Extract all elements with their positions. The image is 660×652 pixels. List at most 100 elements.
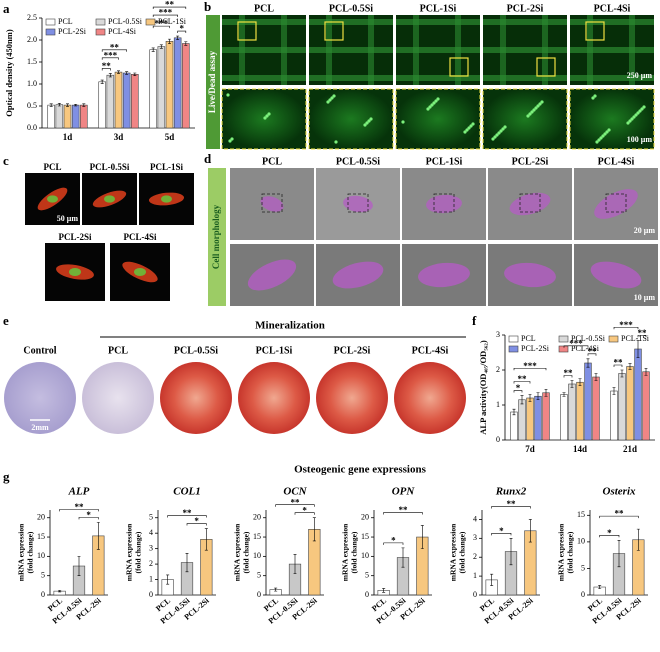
significance-label: *: [86, 510, 91, 520]
y-tick-label: 0.5: [27, 101, 37, 110]
dish-label: PCL-4Si: [412, 345, 449, 356]
cell-dot: [599, 136, 603, 140]
significance-bracket: [383, 542, 404, 545]
chart-title: Runx2: [495, 486, 527, 498]
error-bar: [420, 525, 424, 549]
micrograph: [482, 88, 568, 150]
cell-dot: [538, 102, 542, 106]
x-tick-label: 1d: [63, 132, 73, 142]
significance-label: **: [183, 508, 193, 518]
y-axis-label: mRNA expression: [233, 523, 242, 581]
significance-bracket: [177, 30, 187, 34]
significance-bracket: [637, 334, 647, 338]
scaffold-strut: [500, 15, 506, 85]
chart-title: OPN: [392, 486, 416, 498]
bar: [182, 43, 190, 129]
legend-label: PCL-4Si: [571, 344, 600, 353]
row-label: Live/Dead assay: [207, 50, 217, 113]
significance-label: **: [564, 368, 574, 378]
column-label: PCL: [262, 156, 282, 167]
y-tick-label: 15: [37, 532, 45, 541]
bar: [584, 362, 592, 441]
cell-nucleus: [69, 267, 81, 277]
significance-label: ***: [569, 338, 583, 348]
bar: [592, 376, 600, 441]
cell-dot: [634, 113, 638, 117]
scale-bar: 250 μm: [627, 71, 653, 80]
scaffold-strut: [483, 47, 567, 53]
column-label: PCL-1Si: [420, 3, 457, 14]
scaffold-strut: [309, 75, 393, 81]
cell-dot: [640, 107, 644, 111]
error-bar: [312, 517, 316, 542]
y-tick-label: 10: [361, 551, 369, 560]
scaffold-strut: [483, 75, 567, 81]
scaffold-strut: [239, 15, 245, 85]
error-bar: [96, 522, 100, 550]
panel-letter: b: [204, 0, 211, 14]
bar: [165, 41, 174, 129]
significance-bracket: [599, 515, 639, 519]
y-tick-label: 5: [149, 513, 153, 522]
y-axis-label: (fold change): [26, 531, 35, 573]
cell-dot: [597, 138, 601, 142]
legend-swatch: [608, 335, 619, 343]
error-bar: [274, 587, 278, 592]
cell-dot: [334, 140, 338, 144]
bar: [131, 74, 139, 129]
image-label: PCL: [44, 162, 62, 172]
error-bar: [617, 539, 621, 568]
scaffold-strut: [222, 47, 306, 53]
zoom-box: [519, 193, 541, 213]
legend-label: PCL: [58, 17, 73, 26]
cell-nucleus: [161, 195, 172, 203]
row-label: Cell morphology: [211, 204, 221, 269]
error-bar: [49, 103, 53, 107]
significance-bracket: [513, 381, 531, 384]
significance-label: **: [507, 499, 517, 509]
cell-dot: [467, 126, 471, 130]
stained-dish: [160, 362, 232, 434]
scaffold-strut: [222, 75, 306, 81]
significance-bracket: [294, 512, 315, 515]
y-axis-label: mRNA expression: [341, 523, 350, 581]
significance-bracket: [587, 353, 597, 356]
cell: [594, 189, 638, 219]
bar: [106, 74, 115, 129]
cell-dot: [638, 109, 642, 113]
y-tick-label: 5: [41, 571, 45, 580]
cell: [332, 261, 384, 289]
cell-dot: [365, 121, 369, 125]
cell-dot: [603, 132, 607, 136]
significance-bracket: [513, 367, 547, 371]
cell: [426, 194, 462, 214]
column-label: PCL-2Si: [507, 3, 544, 14]
y-tick-label: 3: [149, 543, 153, 552]
error-bar: [528, 394, 532, 402]
significance-label: **: [518, 374, 528, 384]
bar: [173, 37, 182, 129]
y-axis-label: Optical density (450nm): [4, 29, 14, 117]
scale-bar: 2mm: [31, 423, 49, 432]
stained-dish: [316, 362, 388, 434]
scale-bar: 20 μm: [634, 226, 656, 235]
y-tick-label: 0: [581, 590, 585, 599]
bar: [157, 46, 166, 129]
significance-bracket: [152, 6, 187, 10]
significance-label: **: [615, 509, 625, 519]
chart-title: Osterix: [603, 486, 637, 498]
significance-label: **: [102, 61, 112, 71]
significance-label: **: [165, 0, 175, 10]
significance-bracket: [383, 512, 423, 515]
error-bar: [74, 103, 78, 107]
bar: [526, 397, 534, 441]
image-label: PCL-0.5Si: [90, 162, 130, 172]
error-bar: [598, 585, 602, 589]
error-bar: [77, 556, 81, 576]
y-axis-label: (fold change): [350, 531, 359, 573]
error-bar: [108, 73, 112, 78]
significance-bracket: [101, 68, 111, 71]
legend-label: PCL-4Si: [108, 27, 137, 36]
error-bar: [536, 392, 540, 401]
scaffold-strut: [570, 75, 654, 81]
